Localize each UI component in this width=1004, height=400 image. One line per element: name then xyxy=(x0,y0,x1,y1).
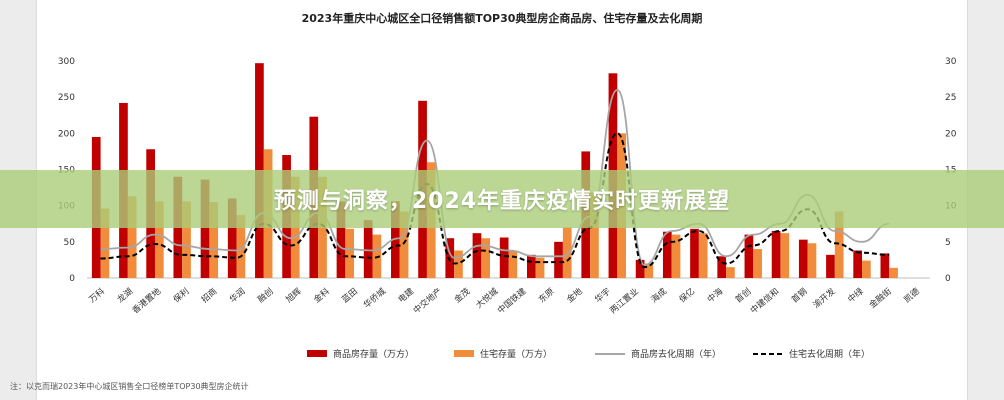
bar-commercial-stock xyxy=(853,250,863,278)
line-residential-cycle xyxy=(100,132,890,269)
x-tick-label: 招商 xyxy=(199,286,219,305)
bar-residential-stock xyxy=(590,192,599,278)
line-commercial-cycle xyxy=(100,89,890,266)
y-left-tick-label: 0 xyxy=(69,274,75,284)
bar-residential-stock xyxy=(454,250,463,278)
bar-commercial-stock xyxy=(445,238,455,278)
x-tick-label: 旭辉 xyxy=(284,286,304,306)
bar-residential-stock xyxy=(726,267,735,278)
bar-residential-stock xyxy=(100,208,110,278)
x-tick-label: 华侨城 xyxy=(361,286,388,311)
bar-commercial-stock xyxy=(363,220,373,278)
bar-residential-stock xyxy=(889,267,898,278)
x-tick-label: 首钢 xyxy=(789,286,809,305)
bar-commercial-stock xyxy=(499,237,509,278)
bar-residential-stock xyxy=(834,211,844,278)
bar-residential-stock xyxy=(236,215,246,278)
x-tick-label: 首创 xyxy=(733,286,753,305)
bar-commercial-stock xyxy=(744,234,754,278)
bar-residential-stock xyxy=(209,202,219,278)
x-tick-label: 金融街 xyxy=(867,286,894,311)
y-left-tick-label: 200 xyxy=(58,129,75,139)
x-tick-label: 东原 xyxy=(536,286,556,305)
y-left-tick-label: 50 xyxy=(64,238,76,248)
y-right-tick-label: 5 xyxy=(945,238,951,248)
legend-label: 商品房存量（万方） xyxy=(333,348,414,360)
y-left-tick-label: 300 xyxy=(58,57,75,67)
x-tick-label: 保利 xyxy=(171,286,191,305)
bar-residential-stock xyxy=(154,201,164,278)
x-tick-label: 万科 xyxy=(87,286,107,306)
bar-residential-stock xyxy=(862,260,871,278)
bar-commercial-stock xyxy=(798,239,808,278)
bar-commercial-stock xyxy=(200,179,210,278)
bar-residential-stock xyxy=(508,250,518,278)
bar-commercial-stock xyxy=(662,231,672,278)
legend-label: 商品房去化周期（年） xyxy=(631,348,721,360)
bar-residential-stock xyxy=(535,257,545,278)
bar-residential-stock xyxy=(127,196,137,278)
bar-residential-stock xyxy=(807,243,817,278)
bar-commercial-stock xyxy=(717,256,727,278)
bar-residential-stock xyxy=(698,233,708,278)
x-tick-label: 中国铁建 xyxy=(495,286,528,317)
bar-commercial-stock xyxy=(391,201,400,278)
x-tick-label: 中海 xyxy=(705,286,725,306)
x-tick-label: 电建 xyxy=(396,286,416,306)
bar-residential-stock xyxy=(562,227,572,278)
bar-commercial-stock xyxy=(227,198,237,278)
bar-commercial-stock xyxy=(771,230,781,278)
bar-commercial-stock xyxy=(880,253,890,278)
bar-commercial-stock xyxy=(336,201,346,278)
x-tick-label: 华润 xyxy=(227,286,247,305)
bar-residential-stock xyxy=(753,249,762,278)
legend-label: 住宅去化周期（年） xyxy=(789,348,870,360)
chart-title: 2023年重庆中心城区全口径销售额TOP30典型房企商品房、住宅存量及去化周期 xyxy=(302,11,703,25)
bar-commercial-stock xyxy=(554,241,563,278)
bar-residential-stock xyxy=(671,234,681,278)
x-tick-label: 龙湖 xyxy=(115,286,135,305)
bar-commercial-stock xyxy=(526,254,536,278)
legend-swatch xyxy=(454,350,474,357)
x-tick-label: 中建信和 xyxy=(748,286,781,316)
y-right-tick-label: 0 xyxy=(945,274,951,284)
bar-commercial-stock xyxy=(472,233,482,278)
legend-label: 住宅存量（万方） xyxy=(480,348,552,360)
bar-residential-stock xyxy=(644,263,654,278)
y-right-tick-label: 20 xyxy=(945,129,957,139)
bar-commercial-stock xyxy=(826,254,835,278)
bar-commercial-stock xyxy=(635,259,645,278)
x-tick-label: 金地 xyxy=(565,286,585,306)
footnote: 注：以克而瑞2023年中心城区销售全口径榜单TOP30典型房企统计 xyxy=(10,382,249,391)
x-tick-label: 渝开发 xyxy=(811,286,838,311)
bar-residential-stock xyxy=(780,233,790,278)
y-left-tick-label: 250 xyxy=(58,93,75,103)
x-tick-label: 金科 xyxy=(312,286,332,306)
x-tick-label: 融创 xyxy=(255,286,275,305)
x-tick-label: 中绿 xyxy=(846,286,866,306)
x-tick-label: 中交地产 xyxy=(411,286,444,316)
x-tick-label: 香港置地 xyxy=(130,286,163,317)
bar-commercial-stock xyxy=(690,228,699,278)
y-right-tick-label: 25 xyxy=(945,93,956,103)
x-tick-label: 海成 xyxy=(649,286,669,306)
x-tick-label: 两江置业 xyxy=(608,286,641,316)
bar-residential-stock xyxy=(345,228,355,278)
y-right-tick-label: 30 xyxy=(945,57,957,67)
x-tick-label: 金茂 xyxy=(452,286,472,306)
headline-text: 预测与洞察，2024年重庆疫情实时更新展望 xyxy=(273,189,731,214)
bar-residential-stock xyxy=(481,238,491,278)
bar-residential-stock xyxy=(182,201,191,278)
headline-banner: 预测与洞察，2024年重庆疫情实时更新展望 xyxy=(0,170,1004,228)
legend-swatch xyxy=(307,350,327,357)
x-tick-label: 华宇 xyxy=(593,286,613,305)
bar-residential-stock xyxy=(399,211,409,278)
x-tick-label: 保亿 xyxy=(677,286,697,305)
x-tick-label: 蓝田 xyxy=(340,286,360,305)
x-tick-label: 凯德 xyxy=(902,286,922,306)
